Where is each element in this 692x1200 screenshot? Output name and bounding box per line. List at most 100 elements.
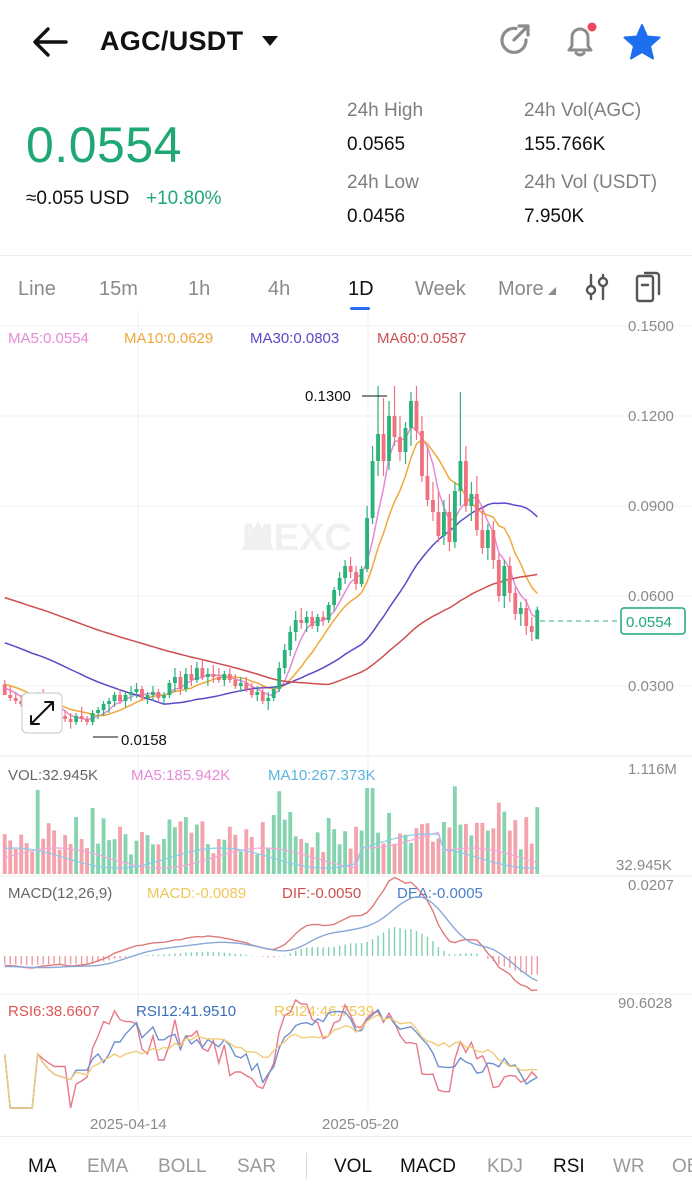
ma-lines	[4, 425, 538, 721]
volume-bar	[469, 835, 474, 874]
usd-approx: ≈0.055 USD	[26, 188, 130, 209]
volume-bar	[151, 844, 155, 874]
volume-bar	[183, 817, 188, 874]
dea-line	[4, 896, 538, 982]
candle-body	[162, 695, 166, 698]
indicator-tab-vol[interactable]: VOL	[334, 1156, 373, 1177]
rotate-landscape-icon[interactable]	[634, 270, 662, 304]
indicator-tab-boll[interactable]: BOLL	[158, 1156, 207, 1177]
candle-body	[266, 698, 271, 701]
tab-more[interactable]: More	[498, 278, 544, 300]
volume-bar	[112, 839, 117, 874]
volume-bar	[496, 802, 501, 874]
indicator-tab-ma[interactable]: MA	[28, 1156, 57, 1177]
volume-bar	[343, 831, 348, 874]
y-tick: 0.0300	[628, 678, 674, 695]
tab-line[interactable]: Line	[18, 278, 56, 300]
candle-body	[326, 605, 331, 620]
volume-bar	[30, 851, 35, 874]
volume-bar	[145, 835, 150, 874]
notification-dot	[587, 22, 597, 32]
candle-body	[469, 494, 474, 506]
candle-body	[507, 566, 512, 593]
indicator-tab-sar[interactable]: SAR	[237, 1156, 277, 1177]
star-icon[interactable]	[622, 22, 662, 62]
more-triangle-icon	[548, 287, 556, 295]
candle-body	[227, 674, 232, 680]
price-chart[interactable]: MEXC MA5:0.0554 MA10:0.0629 MA30:0.0803 …	[0, 310, 692, 1150]
candle-body	[293, 620, 298, 632]
dif-value: DIF:-0.0050	[282, 885, 361, 902]
chevron-down-icon[interactable]	[262, 36, 278, 46]
fullscreen-button[interactable]	[21, 692, 63, 734]
tab-week[interactable]: Week	[415, 278, 466, 300]
arrow-left-icon[interactable]	[30, 22, 70, 62]
indicator-tab-ema[interactable]: EMA	[87, 1156, 129, 1177]
pair-title[interactable]: AGC/USDT	[100, 26, 244, 56]
vol-base-label: 24h Vol(AGC)	[524, 100, 642, 121]
candle-body	[74, 716, 79, 722]
candle-body	[392, 416, 397, 437]
candle-body	[79, 716, 84, 719]
candle-body	[354, 572, 359, 584]
candle-body	[151, 692, 155, 695]
bell-icon[interactable]	[560, 20, 600, 60]
candle-body	[216, 677, 221, 680]
share-refresh-icon[interactable]	[496, 22, 534, 60]
volume-bar	[409, 842, 413, 874]
volume-bar	[513, 820, 518, 874]
volume-bar	[365, 788, 369, 874]
candle-body	[485, 530, 490, 548]
candle-body	[343, 566, 348, 578]
candle-body	[178, 677, 183, 689]
candle-body	[19, 701, 24, 704]
volume-bar	[529, 843, 534, 874]
volume-bar	[436, 838, 441, 874]
indicator-settings-icon[interactable]	[584, 272, 610, 302]
indicator-tab-wr[interactable]: WR	[613, 1156, 645, 1177]
rsi-line	[4, 1013, 538, 1109]
top-bar: AGC/USDT	[0, 0, 692, 82]
candle-body	[496, 560, 501, 596]
ma-line	[4, 438, 538, 717]
candle-body	[145, 695, 150, 698]
indicator-tab-macd[interactable]: MACD	[400, 1156, 456, 1177]
candle-body	[183, 674, 188, 689]
volume-bar	[354, 826, 359, 874]
candle-body	[189, 674, 194, 680]
tab-4h[interactable]: 4h	[268, 278, 291, 300]
volume-bar	[447, 827, 452, 874]
volume-bar	[178, 821, 183, 874]
tab-15m[interactable]: 15m	[99, 278, 138, 300]
high-value: 0.0565	[347, 134, 406, 155]
candle-body	[277, 668, 282, 689]
candle-body	[101, 704, 106, 710]
macd-axis-top: 0.0207	[628, 877, 674, 894]
indicator-tab-obv[interactable]: OBV	[672, 1156, 692, 1177]
candle-body	[529, 626, 534, 632]
candle-body	[2, 684, 7, 695]
x-label: 2025-05-20	[322, 1116, 399, 1133]
tab-1h[interactable]: 1h	[188, 278, 211, 300]
candle-body	[244, 683, 249, 689]
volume-bar	[431, 841, 435, 874]
candle-body	[173, 677, 177, 683]
volume-bar	[420, 824, 424, 874]
indicator-tab-kdj[interactable]: KDJ	[487, 1156, 523, 1177]
current-price-tag	[620, 607, 686, 635]
candle-body	[107, 701, 111, 704]
macd-value: MACD:-0.0089	[147, 885, 246, 902]
volume-bar	[156, 844, 161, 874]
volume-bar	[227, 826, 232, 874]
candle-body	[304, 617, 309, 623]
tab-1d[interactable]: 1D	[348, 278, 374, 300]
indicator-tab-rsi[interactable]: RSI	[553, 1156, 585, 1177]
high-label: 24h High	[347, 100, 424, 121]
volume-bar	[271, 815, 276, 874]
volume-bar	[491, 828, 496, 874]
volume-bar	[101, 818, 106, 874]
active-tab-indicator	[350, 307, 370, 310]
volume-bar	[200, 821, 205, 874]
candle-body	[348, 566, 353, 572]
volume-bar	[518, 849, 523, 874]
